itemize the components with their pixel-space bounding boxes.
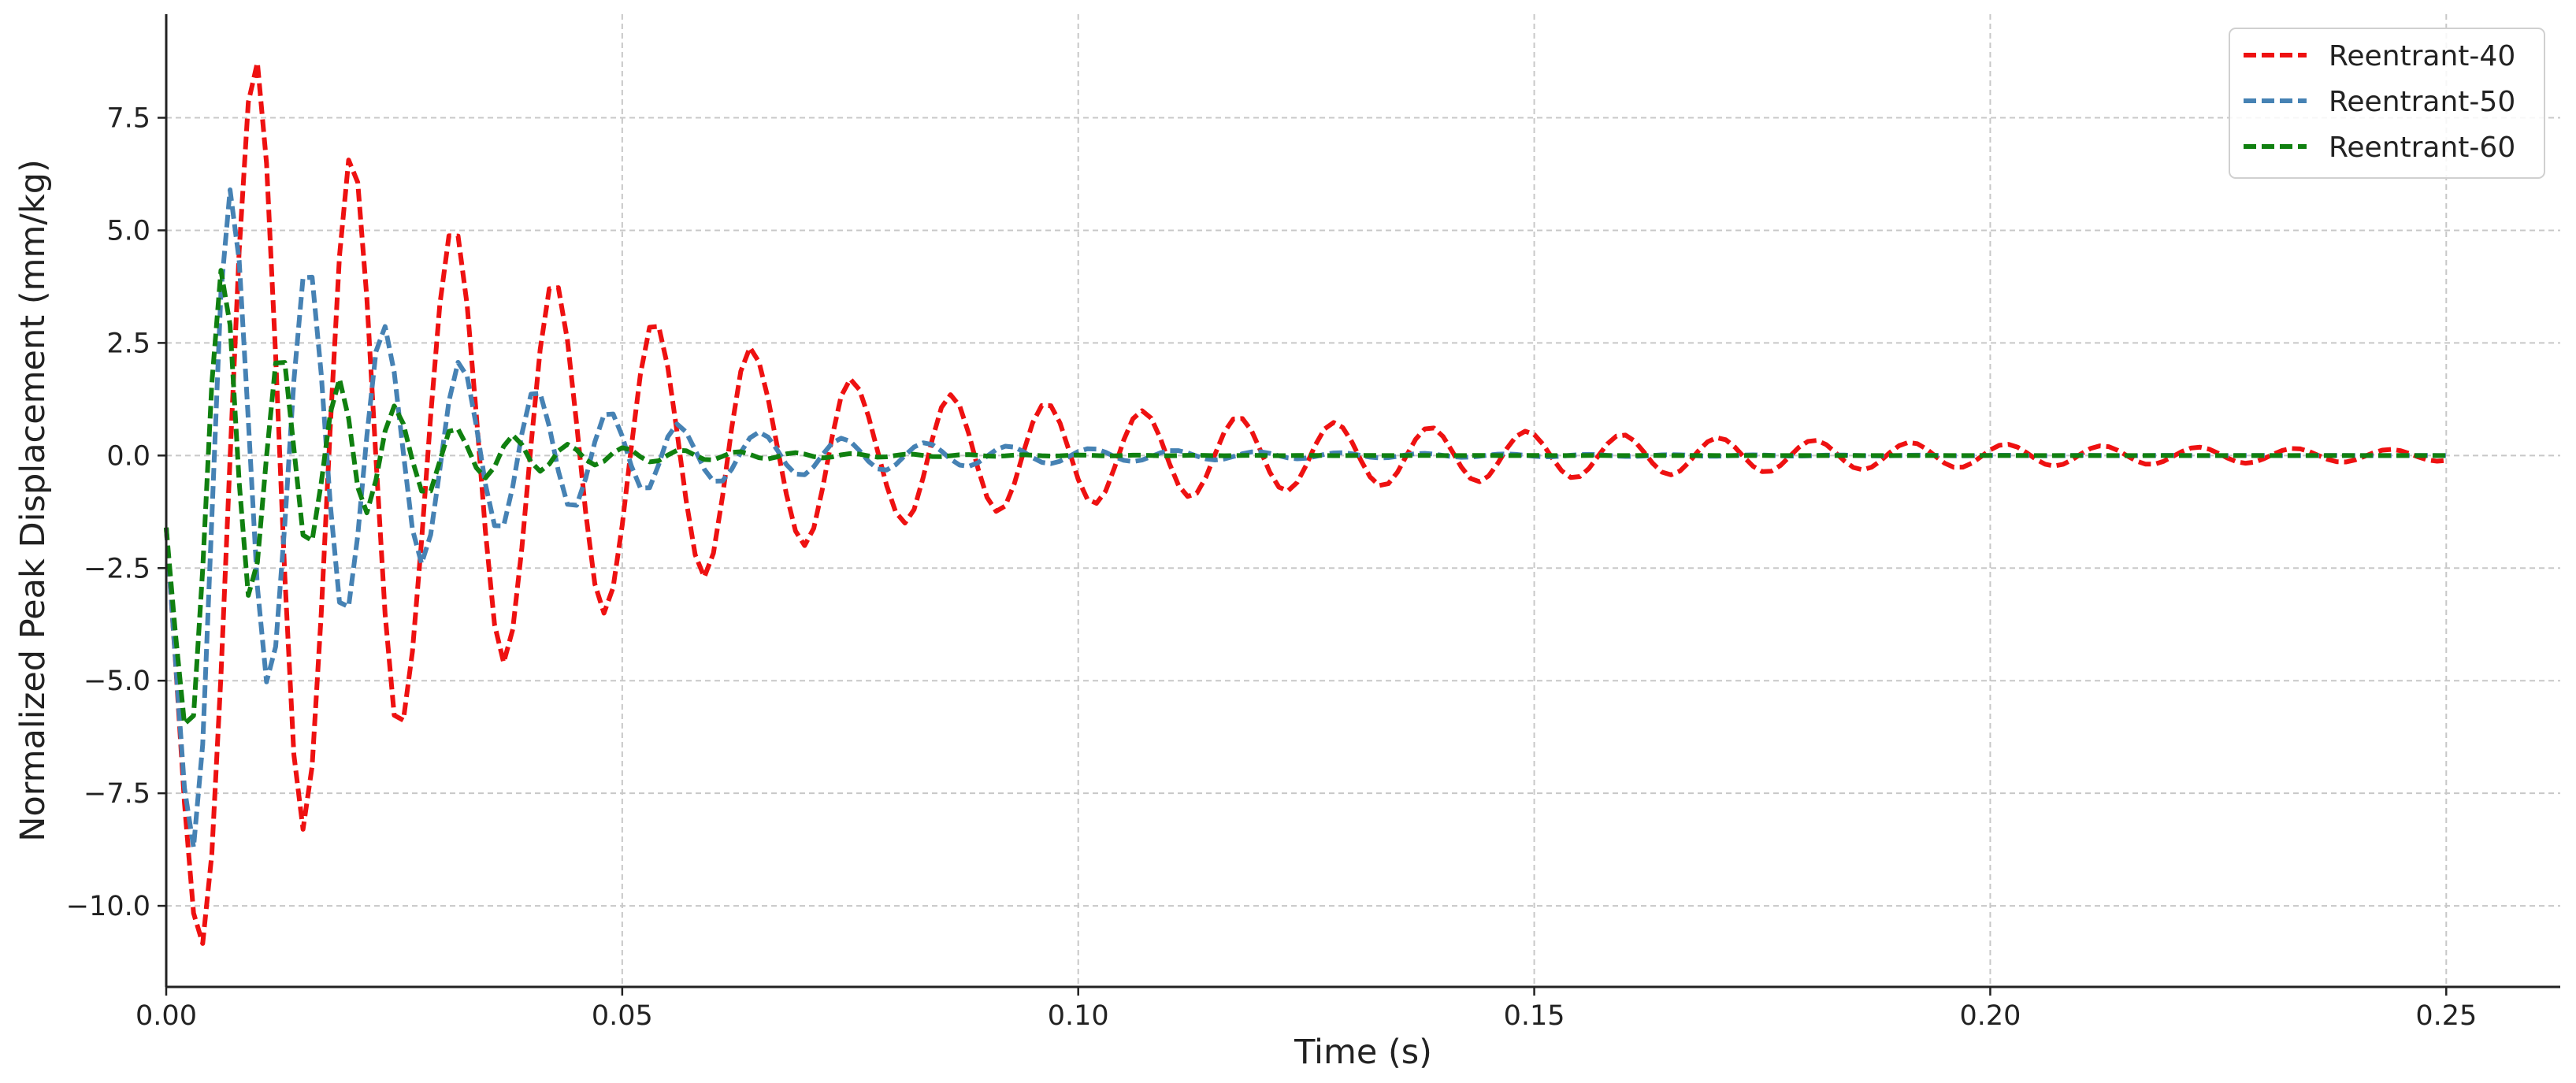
y-axis-ticks: −10.0 −7.5 −5.0 −2.5 0.0 2.5 5.0 7.5 — [66, 103, 166, 922]
y-tick-label: −2.5 — [84, 553, 150, 584]
legend-label: Reentrant-50 — [2329, 86, 2515, 118]
grid — [165, 14, 2560, 987]
legend: Reentrant-40 Reentrant-50 Reentrant-60 — [2229, 28, 2545, 179]
series-line-reentrant-40 — [164, 60, 2447, 946]
series-group — [164, 60, 2447, 946]
y-tick-label: 0.0 — [106, 440, 150, 472]
x-axis-ticks: 0.00 0.05 0.10 0.15 0.20 0.25 — [135, 987, 2477, 1032]
y-tick-label: 2.5 — [106, 328, 150, 359]
x-tick-label: 0.10 — [1048, 1000, 1109, 1032]
legend-label: Reentrant-60 — [2329, 132, 2515, 164]
x-tick-label: 0.05 — [592, 1000, 653, 1032]
y-tick-label: 5.0 — [106, 215, 150, 247]
y-tick-label: −7.5 — [84, 778, 150, 810]
y-tick-label: −10.0 — [66, 891, 150, 922]
legend-item: Reentrant-50 — [2244, 86, 2515, 118]
x-tick-label: 0.00 — [135, 1000, 197, 1032]
y-tick-label: −5.0 — [84, 666, 150, 697]
legend-item: Reentrant-60 — [2244, 132, 2515, 164]
series-line-reentrant-50 — [164, 187, 2447, 850]
x-tick-label: 0.20 — [1959, 1000, 2021, 1032]
legend-box — [2229, 28, 2545, 179]
legend-label: Reentrant-40 — [2329, 40, 2515, 72]
x-tick-label: 0.25 — [2415, 1000, 2477, 1032]
y-tick-label: 7.5 — [106, 103, 150, 135]
legend-item: Reentrant-40 — [2244, 40, 2515, 72]
x-tick-label: 0.15 — [1504, 1000, 1565, 1032]
y-axis-title: Normalized Peak Displacement (mm/kg) — [13, 159, 53, 842]
x-axis-title: Time (s) — [1294, 1033, 1432, 1072]
